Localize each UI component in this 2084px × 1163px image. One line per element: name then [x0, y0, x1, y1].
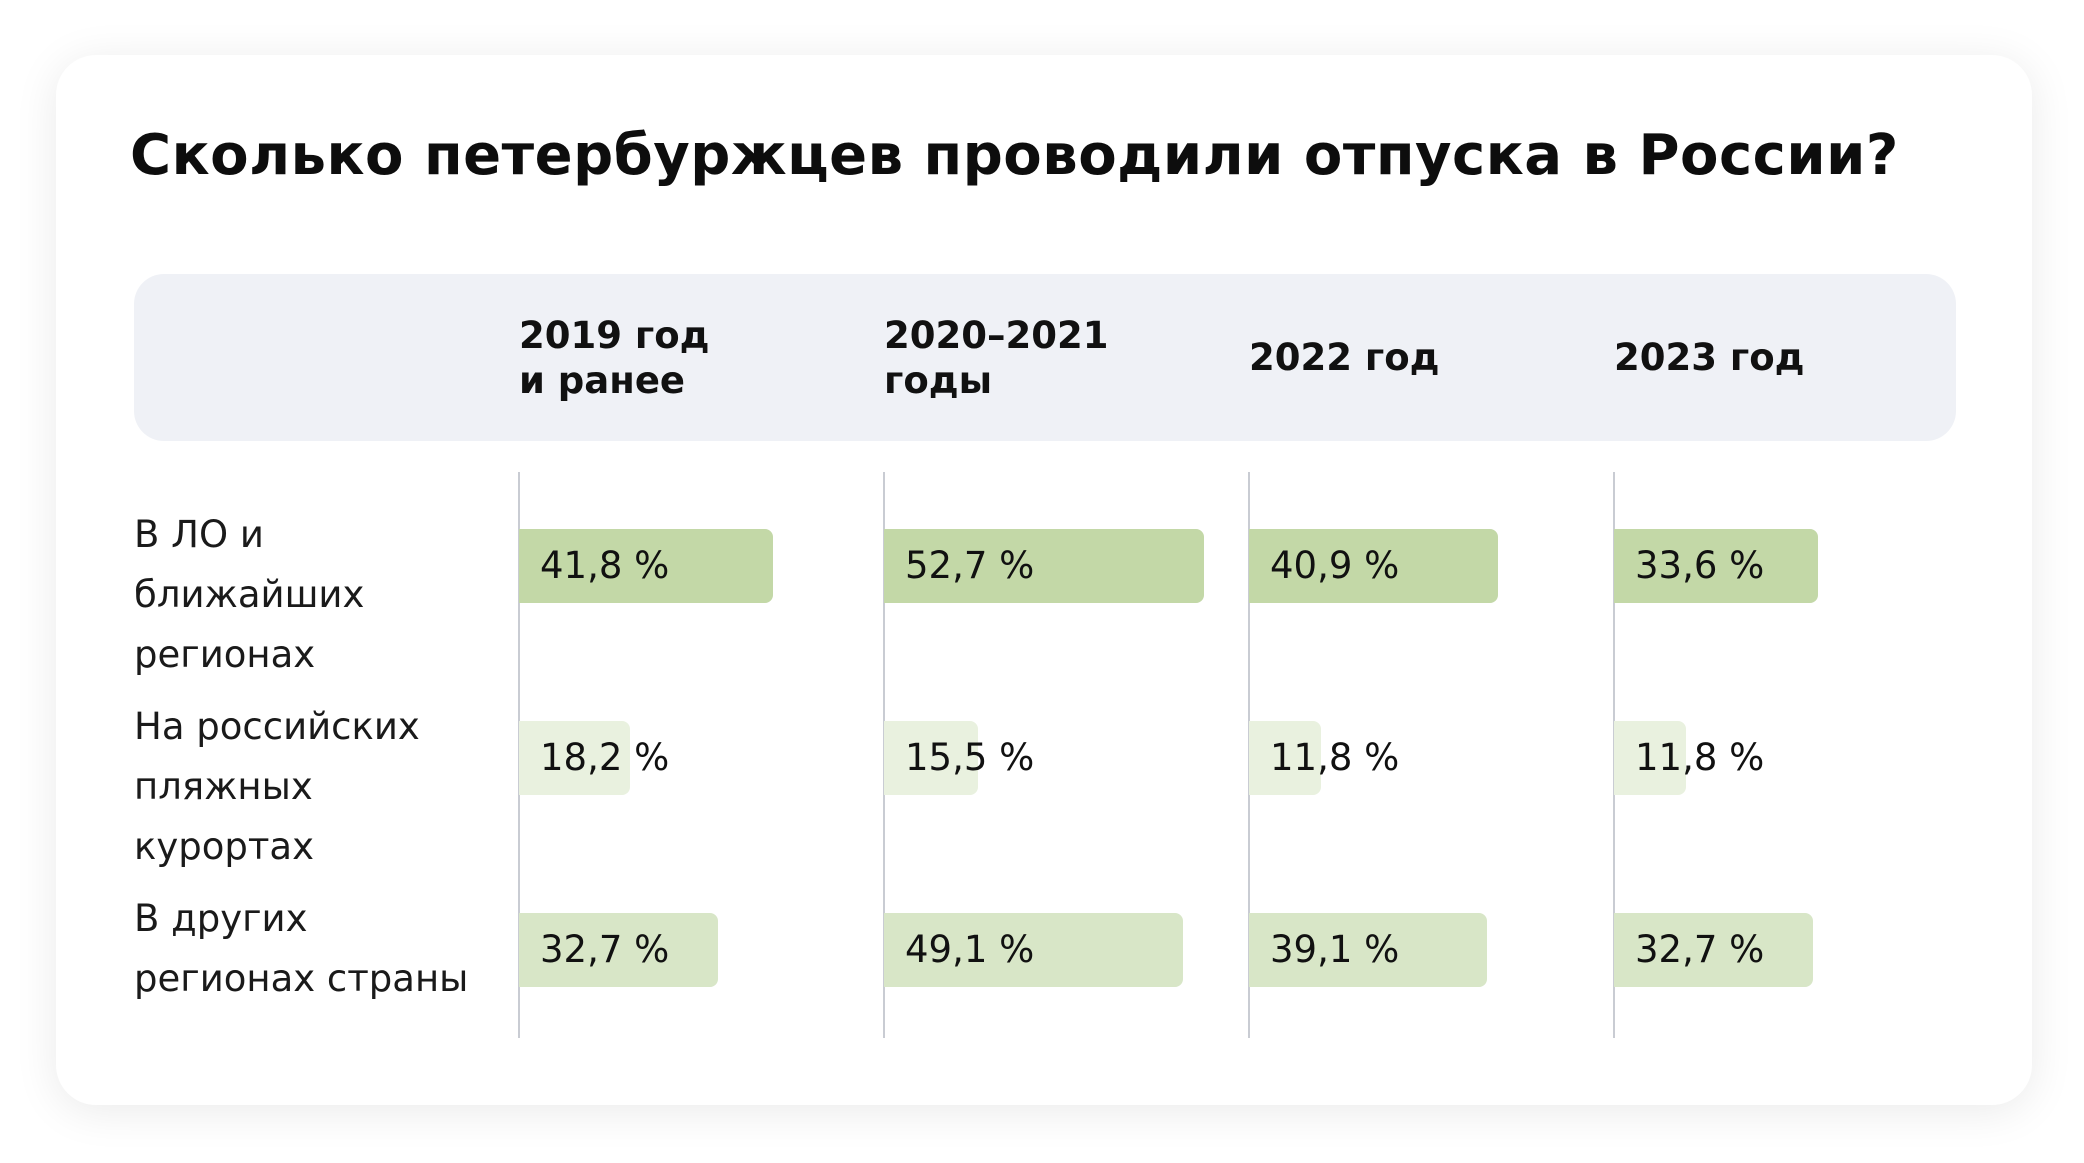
data-label-r2-c4: 11,8 % [1635, 736, 1765, 779]
data-label-r1-c3: 40,9 % [1270, 544, 1400, 587]
bar-r3-c4 [1614, 913, 1813, 987]
column-header-2: 2020–2021 годы [884, 314, 1109, 402]
bar-r3-c1 [519, 913, 718, 987]
data-label-r2-c3: 11,8 % [1270, 736, 1400, 779]
column-header-band [134, 274, 1956, 441]
data-label-r2-c2: 15,5 % [905, 736, 1035, 779]
bar-r3-c2 [884, 913, 1183, 987]
column-header-3: 2022 год [1249, 336, 1440, 379]
column-header-4: 2023 год [1614, 336, 1805, 379]
bar-r2-c3 [1249, 721, 1321, 795]
row-label-1: В ЛО и ближайших регионах [134, 513, 365, 676]
bar-r2-c1 [519, 721, 630, 795]
bar-r1-c2 [884, 529, 1204, 603]
bar-r1-c3 [1249, 529, 1498, 603]
data-label-r2-c1: 18,2 % [540, 736, 670, 779]
bar-r3-c3 [1249, 913, 1487, 987]
data-label-r3-c1: 32,7 % [540, 928, 670, 971]
row-label-3: В других регионах страны [134, 897, 469, 1000]
bar-r2-c2 [884, 721, 978, 795]
bar-r2-c4 [1614, 721, 1686, 795]
data-label-r1-c4: 33,6 % [1635, 544, 1765, 587]
data-label-r3-c2: 49,1 % [905, 928, 1035, 971]
bar-r1-c1 [519, 529, 773, 603]
data-label-r3-c3: 39,1 % [1270, 928, 1400, 971]
column-header-1: 2019 год и ранее [519, 314, 710, 402]
data-label-r3-c4: 32,7 % [1635, 928, 1765, 971]
chart-title: Сколько петербуржцев проводили отпуска в… [130, 123, 1899, 188]
row-label-2: На российских пляжных курортах [134, 705, 420, 868]
data-label-r1-c1: 41,8 % [540, 544, 670, 587]
data-label-r1-c2: 52,7 % [905, 544, 1035, 587]
bar-r1-c4 [1614, 529, 1818, 603]
